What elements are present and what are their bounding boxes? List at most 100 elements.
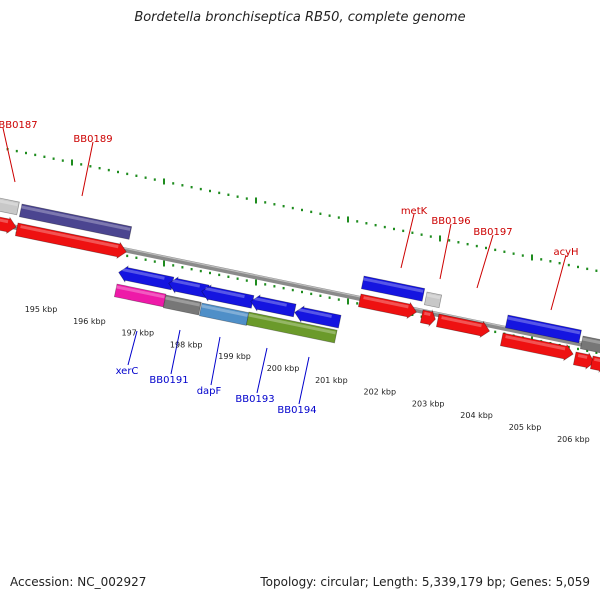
scale-label: 206 kbp <box>557 435 590 444</box>
tick-mark <box>383 225 386 229</box>
gene-label-acyh[interactable]: acyH <box>553 247 578 258</box>
gene-upper-a[interactable] <box>0 214 18 235</box>
tick-mark <box>485 246 487 250</box>
gene-lower-d[interactable] <box>249 294 297 319</box>
gene-bb0191[interactable] <box>162 294 202 316</box>
gene-label-bb0189[interactable]: BB0189 <box>73 134 112 145</box>
gene-label-bb0197[interactable]: BB0197 <box>473 227 512 238</box>
tick-mark <box>264 283 267 286</box>
gene-arrow[interactable] <box>14 222 128 260</box>
gene-arrow[interactable] <box>245 311 338 344</box>
tick-mark <box>328 296 331 299</box>
tick-mark <box>209 271 211 275</box>
tick-mark <box>577 265 579 269</box>
gene-right-a[interactable] <box>579 335 600 354</box>
gene-arrow-sheen <box>0 197 19 207</box>
gene-arrow[interactable] <box>423 291 443 309</box>
tick-mark <box>429 235 432 238</box>
tick-mark <box>301 208 303 212</box>
gene-arrow[interactable] <box>249 294 297 319</box>
tick-mark <box>209 189 211 193</box>
gene-arrow[interactable] <box>113 283 167 308</box>
tick-mark <box>586 267 589 271</box>
gene-acyh-fwd[interactable] <box>499 332 575 362</box>
scale-label: 204 kbp <box>460 411 493 420</box>
leader-line <box>2 127 16 183</box>
gene-xerc[interactable] <box>113 283 167 308</box>
gene-label-bb0187[interactable]: BB0187 <box>0 120 38 131</box>
gene-arrow[interactable] <box>0 214 18 235</box>
gene-arrow-sheen <box>441 316 482 328</box>
gene-arrow-sheen <box>205 287 245 299</box>
tick-mark <box>365 222 368 225</box>
gene-arrow[interactable] <box>579 335 600 354</box>
gene-lower-e[interactable] <box>293 305 342 330</box>
gene-bb0187[interactable] <box>0 195 20 216</box>
tick-mark <box>135 174 138 177</box>
gene-right-c[interactable] <box>589 355 600 374</box>
tick-mark <box>411 231 414 234</box>
gene-label-bb0193[interactable]: BB0193 <box>235 394 274 405</box>
gene-label-bb0194[interactable]: BB0194 <box>277 405 316 416</box>
tick-mark <box>255 197 257 204</box>
gene-arrow[interactable] <box>293 305 342 330</box>
leader-line <box>210 336 221 386</box>
tick-mark <box>34 153 37 157</box>
gene-arrow[interactable] <box>360 275 426 302</box>
tick-mark <box>172 264 175 267</box>
tick-mark <box>310 292 313 296</box>
tick-mark <box>245 279 248 282</box>
gene-arrow[interactable] <box>0 195 20 216</box>
gene-bb0196[interactable] <box>423 291 443 309</box>
tick-mark <box>181 184 184 187</box>
gene-arrow[interactable] <box>572 351 596 371</box>
tick-mark <box>80 163 83 166</box>
gene-lower-c[interactable] <box>200 284 255 310</box>
tick-mark <box>43 155 46 158</box>
scale-label: 202 kbp <box>363 388 396 397</box>
tick-mark <box>475 244 478 248</box>
tick-mark <box>153 178 156 181</box>
gene-label-xerc[interactable]: xerC <box>116 366 139 377</box>
tick-mark <box>319 294 322 297</box>
tick-mark <box>135 256 138 259</box>
gene-lower-a[interactable] <box>117 265 175 292</box>
gene-arrow[interactable] <box>198 302 250 326</box>
gene-acyh[interactable] <box>504 314 582 344</box>
gene-arrow[interactable] <box>357 293 418 320</box>
gene-bb0196-fwd[interactable] <box>419 309 437 328</box>
leader-line <box>400 213 415 269</box>
leader-line <box>256 347 268 394</box>
gene-label-bb0196[interactable]: BB0196 <box>431 216 470 227</box>
gene-metk-fwd[interactable] <box>357 293 418 320</box>
gene-arrow[interactable] <box>200 284 255 310</box>
gene-bb0189[interactable] <box>18 203 133 240</box>
gene-arrow[interactable] <box>117 265 175 292</box>
tick-mark <box>512 252 515 255</box>
tick-mark <box>586 349 589 353</box>
gene-arrow[interactable] <box>162 294 202 316</box>
gene-arrow[interactable] <box>589 355 600 374</box>
gene-bb0197[interactable] <box>435 313 491 339</box>
tick-mark <box>163 260 165 267</box>
tick-mark <box>558 261 561 265</box>
gene-arrow[interactable] <box>499 332 575 362</box>
genes[interactable] <box>0 195 600 374</box>
gene-arrow[interactable] <box>435 313 491 339</box>
gene-bb0193[interactable] <box>245 311 338 344</box>
gene-label-metk[interactable]: metK <box>401 206 428 217</box>
gene-label-dapf[interactable]: dapF <box>197 386 222 397</box>
gene-dapf[interactable] <box>198 302 250 326</box>
tick-mark <box>236 195 239 198</box>
tick-mark <box>15 149 18 153</box>
gene-upper-b[interactable] <box>14 222 128 260</box>
gene-arrow[interactable] <box>419 309 437 328</box>
gene-arrow[interactable] <box>18 203 133 240</box>
gene-metk[interactable] <box>360 275 426 302</box>
gene-arrow[interactable] <box>504 314 582 344</box>
tick-mark <box>25 151 27 155</box>
gene-right-b[interactable] <box>572 351 596 371</box>
gene-label-bb0191[interactable]: BB0191 <box>149 375 188 386</box>
